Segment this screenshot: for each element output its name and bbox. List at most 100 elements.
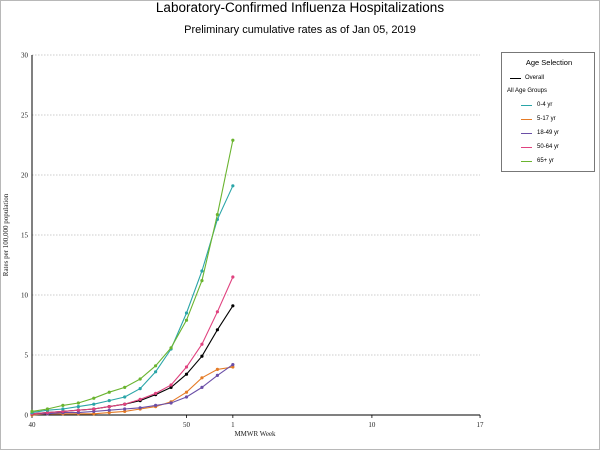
legend-item-5-17[interactable]: 5-17 yr	[502, 115, 596, 124]
data-point[interactable]	[92, 407, 96, 411]
series-line	[32, 364, 234, 415]
data-point[interactable]	[123, 385, 127, 389]
legend-label: 65+ yr	[537, 158, 554, 164]
data-point[interactable]	[231, 365, 235, 369]
data-point[interactable]	[92, 402, 96, 406]
x-tick-label: 1	[231, 421, 235, 429]
data-point[interactable]	[231, 304, 235, 308]
data-point[interactable]	[215, 213, 219, 217]
data-point[interactable]	[169, 385, 173, 389]
data-point[interactable]	[107, 411, 111, 415]
data-point[interactable]	[184, 311, 189, 315]
data-point[interactable]	[231, 363, 235, 367]
data-point[interactable]	[107, 399, 111, 403]
data-point[interactable]	[184, 395, 189, 399]
legend-box: Age Selection Overall All Age Groups 0-4…	[501, 52, 595, 172]
y-tick-label: 15	[21, 232, 29, 240]
data-point[interactable]	[184, 390, 189, 394]
data-point[interactable]	[200, 269, 204, 273]
x-tick-label: 50	[183, 421, 191, 429]
data-point[interactable]	[200, 385, 204, 389]
data-point[interactable]	[154, 364, 158, 368]
data-point[interactable]	[107, 390, 111, 394]
series-line	[31, 305, 234, 415]
legend-swatch	[510, 78, 521, 79]
y-tick-label: 20	[21, 172, 29, 180]
legend-label: 5-17 yr	[537, 116, 556, 122]
series-line	[31, 140, 234, 412]
data-point[interactable]	[200, 354, 204, 358]
series-line	[31, 366, 233, 416]
legend-swatch	[521, 161, 532, 162]
data-point[interactable]	[231, 138, 235, 142]
x-axis-title: MMWR Week	[234, 430, 276, 438]
data-point[interactable]	[138, 377, 142, 381]
data-point[interactable]	[154, 370, 158, 374]
data-point[interactable]	[92, 396, 96, 400]
legend-item-18-49[interactable]: 18-49 yr	[502, 129, 596, 138]
data-point[interactable]	[76, 408, 80, 412]
data-point[interactable]	[107, 408, 111, 412]
data-point[interactable]	[76, 405, 80, 409]
data-point[interactable]	[169, 346, 173, 350]
legend-item-overall[interactable]: Overall	[502, 74, 596, 83]
legend-label: 18-49 yr	[537, 130, 560, 136]
data-point[interactable]	[61, 403, 65, 407]
data-point[interactable]	[154, 391, 158, 395]
x-tick-label: 17	[477, 421, 485, 429]
legend-title: Age Selection	[525, 58, 573, 67]
legend-swatch	[521, 119, 532, 120]
legend-group-label: All Age Groups	[507, 88, 548, 94]
data-point[interactable]	[76, 411, 80, 415]
data-point[interactable]	[61, 409, 65, 413]
chart-subtitle: Preliminary cumulative rates as of Jan 0…	[184, 24, 416, 36]
data-point[interactable]	[45, 407, 50, 411]
legend-item-0-4[interactable]: 0-4 yr	[502, 101, 596, 110]
data-point[interactable]	[215, 328, 219, 332]
data-point[interactable]	[215, 367, 219, 371]
series-0-4-yr	[30, 184, 235, 415]
data-point[interactable]	[138, 387, 142, 391]
chart-title: Laboratory-Confirmed Influenza Hospitali…	[155, 0, 445, 15]
data-point[interactable]	[76, 401, 80, 405]
data-point[interactable]	[123, 409, 127, 413]
y-tick-label: 0	[25, 412, 29, 420]
data-point[interactable]	[123, 407, 127, 411]
data-point[interactable]	[169, 383, 173, 387]
data-point[interactable]	[200, 279, 204, 283]
legend-swatch	[521, 133, 532, 134]
data-point[interactable]	[200, 376, 204, 380]
data-point[interactable]	[231, 275, 235, 279]
data-point[interactable]	[184, 372, 189, 376]
legend-item-65plus[interactable]: 65+ yr	[502, 157, 596, 166]
legend-swatch	[521, 147, 532, 148]
data-point[interactable]	[92, 412, 96, 416]
data-point[interactable]	[61, 407, 65, 411]
data-point[interactable]	[184, 318, 189, 322]
data-point[interactable]	[154, 403, 158, 407]
data-point[interactable]	[215, 310, 219, 314]
data-point[interactable]	[138, 406, 142, 410]
data-point[interactable]	[123, 402, 127, 406]
data-point[interactable]	[215, 373, 219, 377]
data-point[interactable]	[184, 365, 189, 369]
series-65-yr	[30, 138, 235, 413]
series-18-49-yr	[30, 363, 235, 416]
series-line	[31, 276, 234, 415]
y-tick-label: 5	[25, 352, 29, 360]
data-point[interactable]	[231, 184, 235, 188]
data-point[interactable]	[107, 405, 111, 409]
data-point[interactable]	[138, 397, 142, 401]
data-point[interactable]	[92, 409, 96, 413]
x-tick-label: 40	[29, 421, 37, 429]
data-point[interactable]	[123, 395, 127, 399]
data-point[interactable]	[169, 401, 173, 405]
legend-label: 0-4 yr	[537, 102, 553, 108]
data-point[interactable]	[45, 411, 50, 415]
legend-item-50-64[interactable]: 50-64 yr	[502, 143, 596, 152]
data-point[interactable]	[200, 342, 204, 346]
data-point[interactable]	[30, 409, 34, 413]
y-tick-label: 10	[21, 292, 29, 300]
series-line	[31, 185, 234, 414]
